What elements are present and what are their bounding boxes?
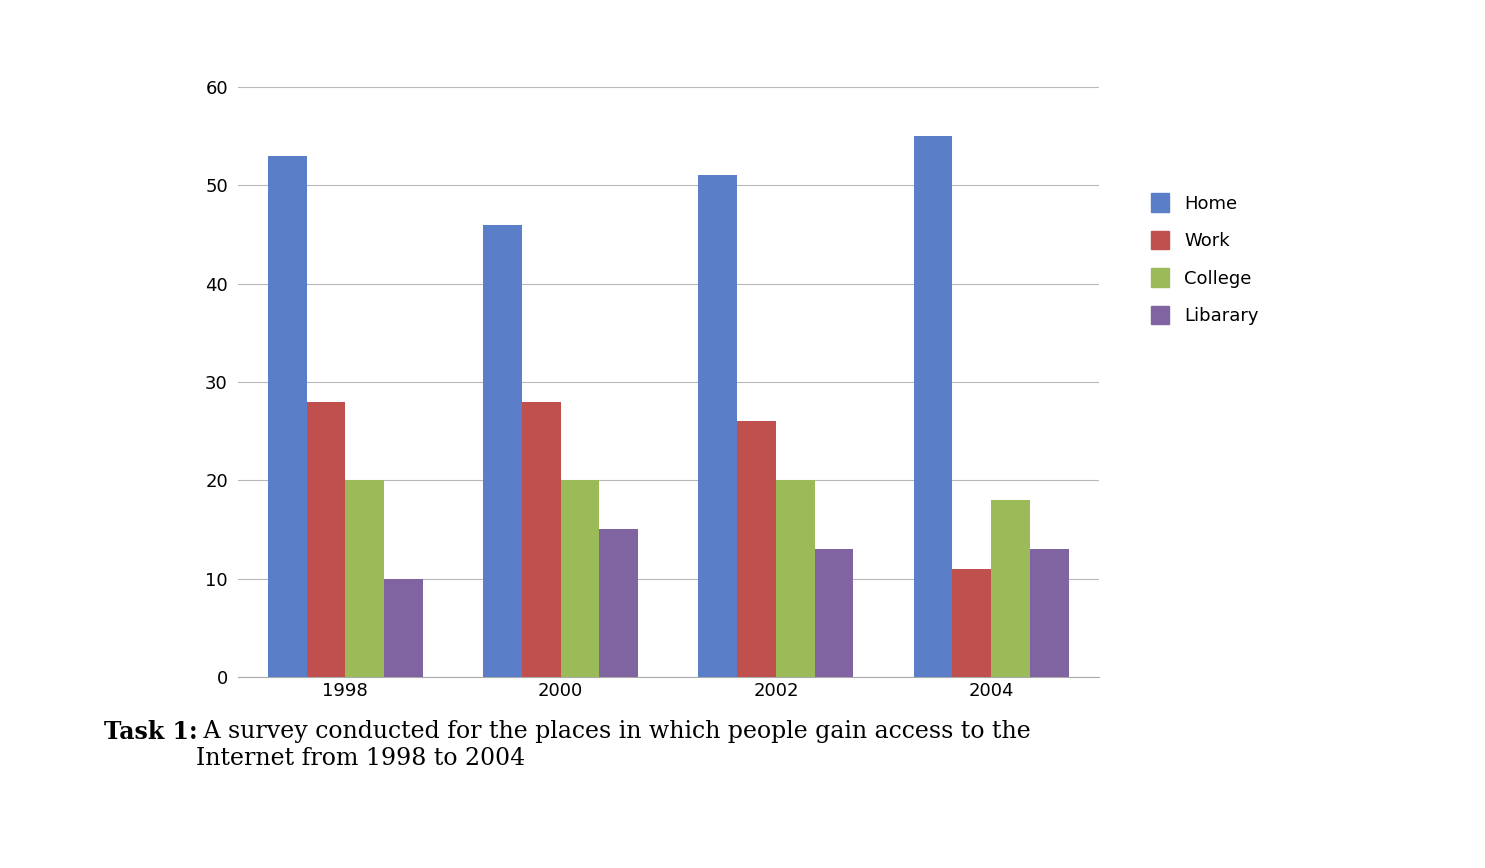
- Bar: [952, 569, 992, 677]
- Legend: Home, Work, College, Libarary: Home, Work, College, Libarary: [1142, 184, 1267, 334]
- Bar: [775, 480, 815, 677]
- Bar: [306, 402, 345, 677]
- Bar: [267, 155, 306, 677]
- Bar: [815, 549, 854, 677]
- Bar: [385, 579, 423, 677]
- Bar: [600, 529, 639, 677]
- Bar: [992, 500, 1031, 677]
- Bar: [521, 402, 561, 677]
- Bar: [698, 175, 737, 677]
- Bar: [345, 480, 385, 677]
- Bar: [913, 136, 952, 677]
- Bar: [483, 225, 521, 677]
- Text: A survey conducted for the places in which people gain access to the
Internet fr: A survey conducted for the places in whi…: [196, 720, 1031, 770]
- Text: Task 1:: Task 1:: [104, 720, 198, 745]
- Bar: [561, 480, 600, 677]
- Bar: [737, 421, 777, 677]
- Bar: [1031, 549, 1069, 677]
